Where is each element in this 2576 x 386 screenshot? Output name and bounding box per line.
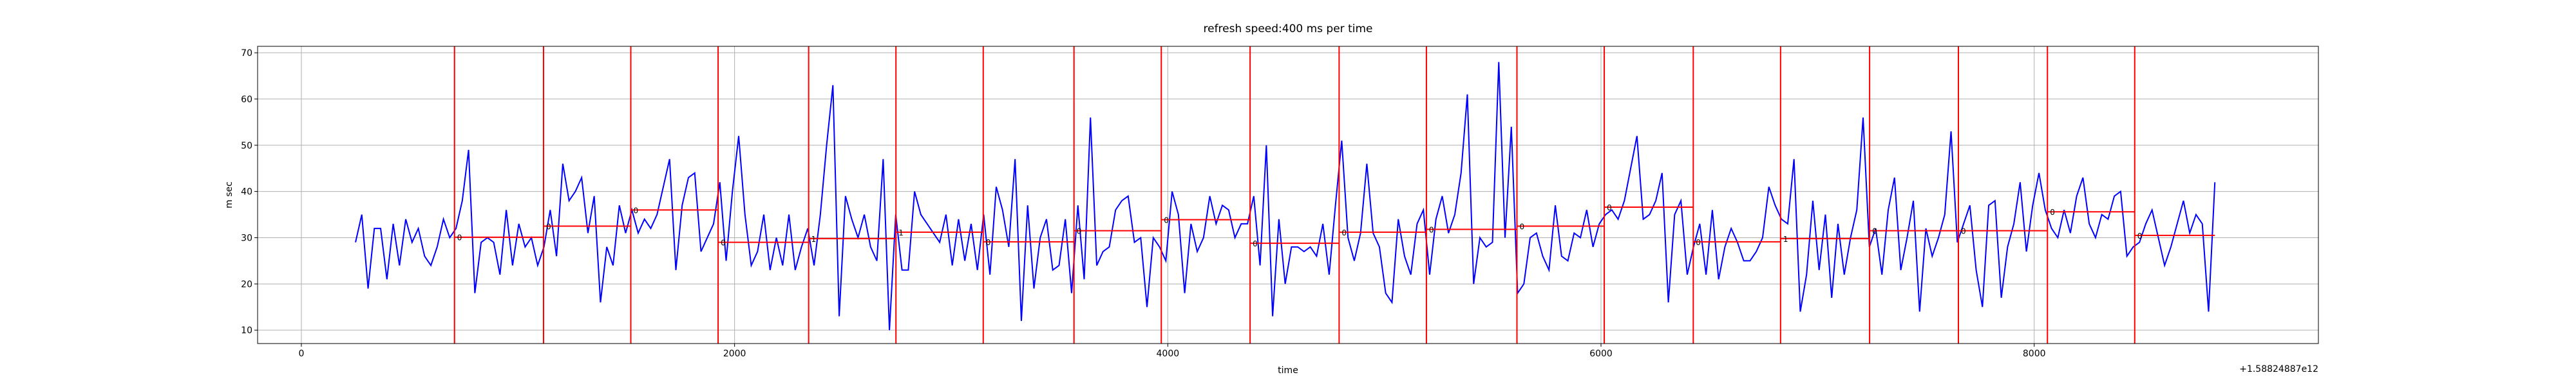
segment-label: 0 [986,238,991,247]
y-tick-label: 30 [241,233,252,243]
segment-label: 0 [457,234,462,243]
segment-label: 0 [1520,222,1525,231]
y-axis-label: m sec [224,181,234,208]
data-line [355,62,2216,331]
segment-label: 0 [2050,208,2055,217]
segment-label: 0 [1607,203,1612,212]
y-tick-label: 10 [241,326,252,336]
chart-title: refresh speed:400 ms per time [1204,23,1373,35]
y-tick-label: 40 [241,187,252,198]
segment-label: 0 [546,222,551,231]
segment-label: 0 [721,239,726,248]
y-tick-label: 50 [241,141,252,151]
segment-label: 0 [1961,227,1966,236]
axes-frame [257,46,2319,344]
segment-label: 0 [1872,227,1877,236]
segment-label: 1 [811,235,817,244]
segment-label: 0 [1077,227,1082,236]
x-offset-label: +1.58824887e12 [2239,364,2318,374]
segment-label: 0 [2137,232,2143,241]
x-tick-label: 4000 [1157,349,1180,359]
x-tick-label: 2000 [723,349,746,359]
segment-label: 0 [1696,238,1701,247]
y-tick-label: 20 [241,279,252,290]
y-tick-label: 70 [241,48,252,59]
segment-label: 0 [1341,228,1347,237]
y-tick-label: 60 [241,95,252,105]
segment-label: 1 [1783,235,1788,244]
x-tick-label: 8000 [2023,349,2046,359]
segment-label: 0 [634,206,639,215]
segment-label: 1 [898,228,904,237]
x-tick-label: 6000 [1589,349,1613,359]
segment-label: 0 [1253,239,1258,248]
x-tick-label: 0 [298,349,304,359]
x-axis-label: time [1278,365,1298,376]
segment-label: 0 [1429,226,1434,235]
segment-label: 0 [1164,216,1169,225]
